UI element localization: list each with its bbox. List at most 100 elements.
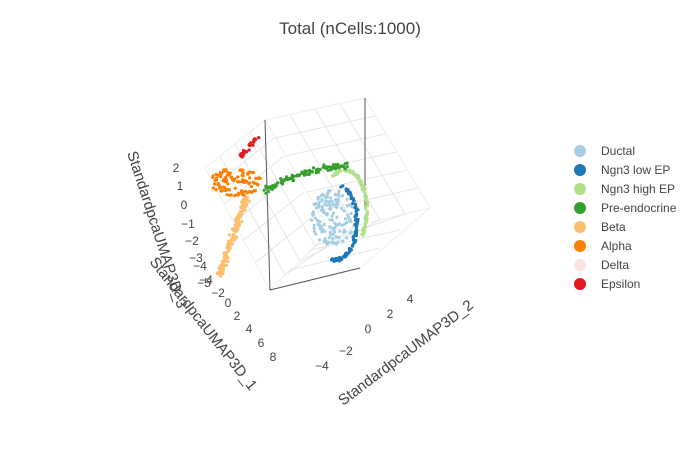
data-point [247, 199, 251, 203]
data-point [214, 188, 218, 192]
data-point [337, 236, 341, 240]
data-point [341, 194, 345, 198]
data-point [270, 187, 274, 191]
scatter-points [211, 136, 370, 278]
data-point [335, 205, 339, 210]
data-point [228, 193, 232, 197]
data-point [336, 170, 340, 174]
data-point [211, 186, 215, 190]
data-point [249, 141, 253, 145]
legend-item[interactable]: Ngn3 low EP [574, 163, 670, 177]
data-point [333, 172, 337, 176]
data-point [264, 191, 268, 195]
data-point [337, 189, 341, 193]
legend-item[interactable]: Pre-endocrine [574, 201, 677, 215]
legend-item[interactable]: Beta [574, 220, 626, 234]
data-point [219, 264, 223, 268]
data-point [331, 211, 336, 215]
data-point [258, 176, 262, 180]
data-point [312, 226, 316, 230]
data-point [353, 202, 358, 206]
y-tick-label: 4 [407, 292, 414, 306]
data-point [333, 221, 337, 225]
x-tick-label: −2 [211, 286, 225, 300]
data-point [244, 189, 248, 193]
legend-item[interactable]: Ductal [574, 144, 635, 158]
data-point [334, 256, 338, 261]
data-point [336, 162, 340, 166]
data-point [343, 217, 348, 221]
data-point [311, 166, 316, 170]
z-tick-label: −4 [193, 259, 207, 273]
data-point [224, 254, 229, 258]
data-point [332, 228, 336, 232]
data-point [331, 232, 335, 236]
data-point [252, 189, 256, 193]
data-point [314, 168, 319, 172]
data-point [360, 187, 364, 191]
x-tick-label: 8 [270, 350, 277, 364]
data-point [332, 203, 336, 207]
legend-label: Epsilon [601, 277, 640, 291]
data-point [317, 168, 321, 172]
data-point [343, 222, 347, 226]
data-point [240, 155, 244, 159]
data-point [323, 229, 327, 234]
legend-label: Ngn3 high EP [601, 182, 675, 196]
data-point [333, 167, 338, 171]
data-point [295, 173, 299, 177]
data-point [223, 186, 227, 190]
data-point [328, 225, 332, 229]
data-point [251, 180, 255, 184]
data-point [355, 228, 359, 232]
legend-item[interactable]: Epsilon [574, 277, 640, 291]
data-point [349, 211, 353, 216]
x-tick-label: 6 [258, 336, 265, 350]
data-point [351, 201, 355, 206]
data-point [237, 224, 241, 228]
data-point [218, 267, 222, 271]
data-point [331, 236, 335, 240]
data-point [241, 168, 245, 172]
data-point [351, 170, 355, 174]
data-point [326, 191, 330, 195]
data-point [342, 209, 346, 213]
data-point [324, 199, 329, 203]
z-tick-label: 1 [177, 179, 184, 193]
z-tick-label: −1 [181, 217, 195, 231]
z-tick-label: 2 [173, 161, 180, 175]
data-point [243, 208, 247, 212]
data-point [365, 201, 369, 205]
data-point [358, 179, 362, 184]
legend-item[interactable]: Alpha [574, 239, 632, 253]
data-point [249, 184, 253, 189]
data-point [364, 195, 368, 199]
data-point [334, 202, 338, 206]
data-point [335, 215, 339, 219]
data-point [318, 227, 322, 231]
data-point [236, 175, 240, 179]
data-point [226, 171, 230, 175]
data-point [354, 226, 358, 230]
data-point [227, 239, 231, 243]
data-point [235, 235, 239, 239]
data-point [248, 176, 252, 180]
data-point [364, 216, 368, 220]
data-point [292, 174, 296, 178]
legend-marker [574, 221, 586, 233]
data-point [331, 241, 335, 245]
data-point [240, 200, 244, 204]
data-point [242, 204, 246, 208]
data-point [262, 188, 266, 192]
data-point [318, 220, 322, 224]
data-point [225, 246, 229, 250]
data-point [320, 204, 325, 208]
legend-item[interactable]: Delta [574, 258, 629, 272]
data-point [345, 165, 349, 169]
data-point [324, 166, 328, 170]
data-point [363, 187, 367, 191]
scene-3d[interactable] [204, 97, 431, 291]
data-point [348, 191, 352, 195]
legend-item[interactable]: Ngn3 high EP [574, 182, 675, 196]
legend-label: Delta [601, 258, 629, 272]
